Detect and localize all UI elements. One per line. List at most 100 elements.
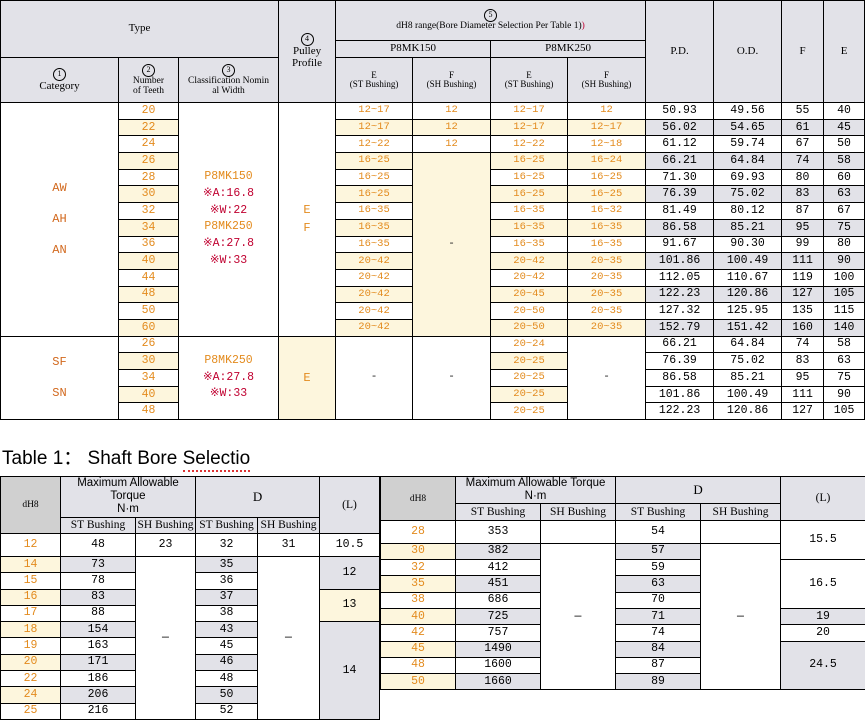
e-cell: 90 [824,253,865,270]
torque-sh-cell: 23 [136,533,196,556]
pd-cell: 86.58 [646,370,714,387]
od-cell: 120.86 [714,286,782,303]
f-cell: 87 [782,203,824,220]
pd-cell: 101.86 [646,253,714,270]
e250-cell: 20~50 [491,319,568,336]
header-pulley-profile: 4 Pulley Profile [279,1,336,103]
torque-st-cell: 216 [61,703,136,719]
torque-st-cell: 382 [456,543,541,559]
od-cell: 85.21 [714,219,782,236]
torque-st-cell: 154 [61,622,136,638]
bore-cell: 42 [381,625,456,641]
f-cell: 111 [782,386,824,403]
e-cell: 50 [824,136,865,153]
e-cell: 75 [824,370,865,387]
teeth-cell: 24 [119,136,179,153]
e250-cell: 20~42 [491,269,568,286]
e150-cell: 20~42 [336,286,413,303]
header-category-label: Category [3,81,116,93]
teeth-cell: 48 [119,286,179,303]
teeth-cell: 40 [119,253,179,270]
header-dh8-range-note: (Bore Diameter Selection Per Table 1) [436,21,582,31]
t1-left-torque-line1: Maximum Allowable Torque [61,477,195,503]
od-cell: 64.84 [714,336,782,353]
t1-right-header-d-sh: SH Bushing [701,504,781,520]
t1-left-header-torque-sh: SH Bushing [136,517,196,533]
e-cell: 40 [824,103,865,120]
pd-cell: 66.21 [646,336,714,353]
classification-line: P8MK250 [179,219,278,236]
f-cell: 74 [782,336,824,353]
pd-cell: 76.39 [646,353,714,370]
f-cell: 80 [782,169,824,186]
length-cell: 20 [781,625,865,641]
f-cell: 111 [782,253,824,270]
torque-st-cell: 88 [61,605,136,621]
t1-right-header-torque-st: ST Bushing [456,504,541,520]
marker-1-icon: 1 [3,68,116,81]
header-250-f-sub: (SH Bushing) [570,80,643,89]
bore-cell: 35 [381,576,456,592]
f-cell: 135 [782,303,824,320]
e150-cell: 16~35 [336,236,413,253]
torque-st-cell: 73 [61,556,136,572]
pd-cell: 101.86 [646,386,714,403]
classification-line: ※A:27.8 [179,236,278,253]
f-cell: 83 [782,353,824,370]
d-st-cell: 46 [196,654,258,670]
torque-st-cell: 48 [61,533,136,556]
marker-2-icon: 2 [121,64,176,77]
od-cell: 90.30 [714,236,782,253]
table1-title: Table 1： Shaft Bore Selectio [2,443,250,470]
d-st-cell: 57 [616,543,701,559]
torque-st-cell: 1490 [456,641,541,657]
e-cell: 105 [824,286,865,303]
table1-left: dH8 Maximum Allowable Torque N·m D (L) S… [0,476,380,720]
spec-sheet: Type 4 Pulley Profile 5 dH8 range(Bore D… [0,0,865,684]
f-cell: 95 [782,219,824,236]
f250-cell: 12 [568,103,646,120]
table1-title-highlight: Selectio [183,448,251,472]
e150-cell: 16~35 [336,203,413,220]
pulley-specification-table: Type 4 Pulley Profile 5 dH8 range(Bore D… [0,0,865,420]
torque-st-cell: 412 [456,560,541,576]
teeth-cell: 30 [119,353,179,370]
table1-right: dH8 Maximum Allowable Torque N·m D (L) S… [380,476,865,690]
e150-cell: 12~22 [336,136,413,153]
od-cell: 100.49 [714,386,782,403]
pulley-profile-cell: E [279,336,336,419]
od-cell: 59.74 [714,136,782,153]
f250-cell: 16~25 [568,169,646,186]
pd-cell: 152.79 [646,319,714,336]
bore-cell: 28 [381,520,456,543]
header-f: F [782,1,824,103]
d-st-cell: 37 [196,589,258,605]
t1-right-torque-line2: N·m [456,490,615,503]
torque-st-cell: 686 [456,592,541,608]
bore-cell: 30 [381,543,456,559]
d-st-cell: 38 [196,605,258,621]
main-header-row-1: Type 4 Pulley Profile 5 dH8 range(Bore D… [1,1,865,41]
length-cell: 13 [320,589,380,622]
profile-letter: F [279,219,335,237]
t1-left-header-torque-st: ST Bushing [61,517,136,533]
length-cell: 10.5 [320,533,380,556]
torque-st-cell: 353 [456,520,541,543]
e150-cell: 20~42 [336,319,413,336]
header-type: Type [1,1,279,58]
length-cell: 19 [781,608,865,624]
e150-cell: 20~42 [336,269,413,286]
header-class-line1: Classification Nomin [181,77,276,87]
e-cell: 45 [824,119,865,136]
f-cell: 67 [782,136,824,153]
classification-line: ※W:33 [179,386,278,403]
teeth-cell: 34 [119,219,179,236]
pd-cell: 76.39 [646,186,714,203]
header-250-f-sh: F (SH Bushing) [568,58,646,103]
od-cell: 100.49 [714,253,782,270]
d-st-cell: 70 [616,592,701,608]
header-dh8-range: 5 dH8 range(Bore Diameter Selection Per … [336,1,646,41]
e250-cell: 20~45 [491,286,568,303]
